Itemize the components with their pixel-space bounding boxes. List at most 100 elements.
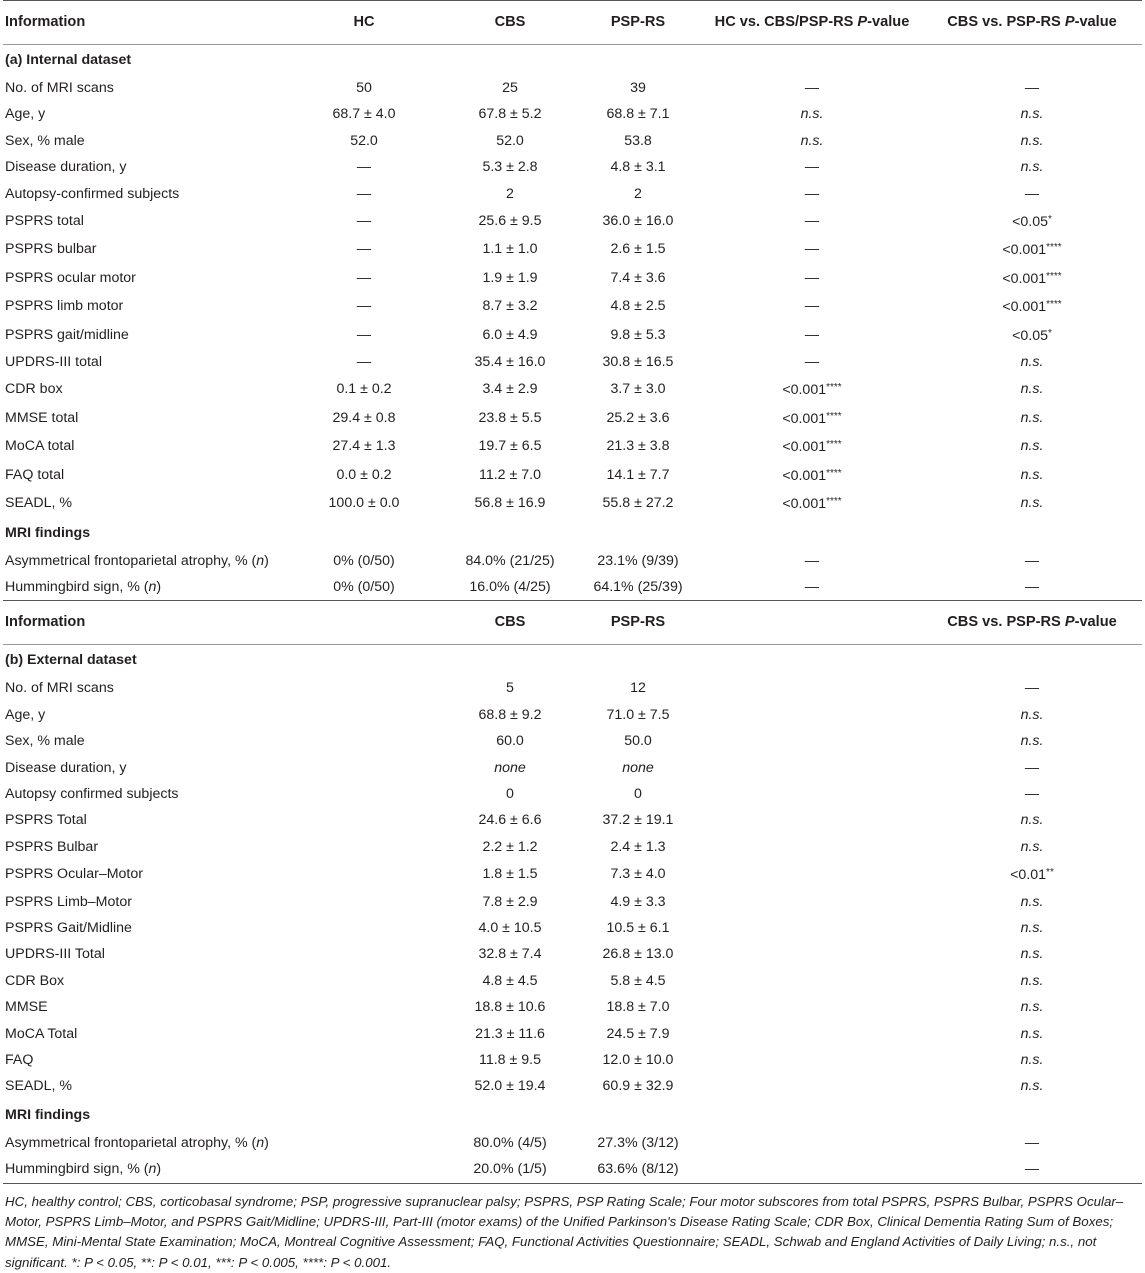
header-information: Information [3, 0, 282, 45]
row-label: Sex, % male [5, 132, 85, 149]
cell-hc: — [356, 326, 372, 343]
table-row: PSPRS ocular motor — 1.9 ± 1.9 7.4 ± 3.6 — <0… [3, 264, 1142, 292]
cell-hc: 0.0 ± 0.2 [336, 466, 392, 483]
cell-cbs: 11.2 ± 7.0 [479, 466, 541, 483]
cell-empty [702, 1130, 922, 1156]
table-row: Age, y 68.8 ± 9.2 71.0 ± 7.5 n.s. [3, 702, 1142, 728]
row-label-n: n [256, 1134, 265, 1151]
cell-empty [702, 968, 922, 994]
cell-psp: 25.2 ± 3.6 [606, 409, 670, 426]
row-label: PSPRS Bulbar [5, 838, 99, 855]
cell-psp: 2.4 ± 1.3 [610, 838, 666, 855]
external-header-body: Information CBS PSP-RS CBS vs. PSP-RS P-… [3, 600, 1142, 646]
table-row: PSPRS Limb–Motor 7.8 ± 2.9 4.9 ± 3.3 n.s. [3, 889, 1142, 915]
cell-psp: 7.4 ± 3.6 [610, 269, 666, 286]
row-label: Hummingbird sign, % (n) [3, 1156, 282, 1184]
cell-hc: — [356, 298, 372, 315]
row-label-close: ) [156, 578, 162, 595]
cell-empty [282, 755, 446, 781]
cell-psp: 0 [634, 785, 642, 802]
row-label: FAQ total [5, 466, 65, 483]
row-label: PSPRS limb motor [5, 298, 124, 315]
cell-p-hc-vs: n.s. [800, 132, 824, 149]
cell-p-hc-vs: — [804, 213, 820, 230]
cell-hc: 0% (0/50) [333, 552, 395, 569]
table-row: MMSE 18.8 ± 10.6 18.8 ± 7.0 n.s. [3, 994, 1142, 1020]
internal-dataset-body: (a) Internal dataset No. of MRI scans 50 2… [3, 45, 1142, 518]
cell-p-cbs-vs-psp: <0.001**** [1002, 242, 1062, 259]
cell-cbs: 5 [506, 680, 514, 697]
table-row: Hummingbird sign, % (n) 20.0% (1/5) 63.6% … [3, 1156, 1142, 1184]
row-label: MoCA total [5, 438, 75, 455]
cell-p-cbs-vs-psp: — [1024, 680, 1040, 697]
internal-mri-body: MRI findings Asymmetrical frontoparietal… [3, 518, 1142, 602]
cell-p-cbs-vs-psp: n.s. [1020, 1052, 1044, 1068]
cell-p-cbs-vs-psp: — [1024, 80, 1040, 96]
cell-p-cbs-vs-psp: n.s. [1020, 1025, 1044, 1042]
cell-p-hc-vs: — [804, 354, 820, 371]
table-row: Autopsy-confirmed subjects — 2 2 — — [3, 181, 1142, 207]
cell-psp: 4.8 ± 2.5 [610, 298, 666, 315]
cell-cbs: 56.8 ± 16.9 [474, 495, 546, 512]
table-row: Sex, % male 52.0 52.0 53.8 n.s. n.s. [3, 128, 1142, 154]
header-cbs: CBS [446, 0, 574, 45]
section-title-external: (b) External dataset [5, 652, 137, 669]
table-row: FAQ total 0.0 ± 0.2 11.2 ± 7.0 14.1 ± 7.7 <0… [3, 461, 1142, 489]
p-symbol: P [857, 14, 868, 30]
table-footnote: HC, healthy control; CBS, corticobasal s… [5, 1193, 1124, 1270]
table-row: PSPRS bulbar — 1.1 ± 1.0 2.6 ± 1.5 — <0.001**… [3, 235, 1142, 263]
cell-psp: 10.5 ± 6.1 [606, 919, 670, 936]
cell-p-cbs-vs-psp: n.s. [1020, 381, 1044, 398]
cell-empty [702, 755, 922, 781]
row-label: Autopsy-confirmed subjects [5, 185, 180, 202]
cell-p-cbs-vs-psp: n.s. [1020, 106, 1044, 123]
cell-hc: — [356, 159, 372, 176]
row-label: Disease duration, y [5, 759, 127, 776]
significance-marker: **** [826, 496, 842, 508]
cell-psp: 39 [630, 80, 646, 96]
cell-empty [702, 1156, 922, 1184]
cell-cbs: 2 [506, 185, 514, 202]
table-row: PSPRS limb motor — 8.7 ± 3.2 4.8 ± 2.5 — <0.0… [3, 292, 1142, 320]
cell-psp: 12 [630, 680, 646, 697]
cell-p-cbs-vs-psp: n.s. [1020, 1078, 1044, 1095]
table-row: UPDRS-III Total 32.8 ± 7.4 26.8 ± 13.0 n.s. [3, 941, 1142, 967]
cell-p-cbs-vs-psp: — [1024, 552, 1040, 569]
cell-empty [282, 675, 446, 701]
header-information-b: Information [3, 600, 282, 646]
significance-marker: **** [1046, 299, 1062, 311]
cell-p-cbs-vs-psp: <0.05* [1012, 214, 1052, 231]
cell-cbs: 1.8 ± 1.5 [482, 866, 538, 883]
cell-hc: 29.4 ± 0.8 [332, 409, 396, 426]
row-label: SEADL, % [5, 1078, 73, 1095]
header-empty-b2 [702, 600, 922, 646]
cell-p-cbs-vs-psp: n.s. [1020, 706, 1044, 723]
row-label-n: n [256, 552, 265, 569]
table-row: CDR box 0.1 ± 0.2 3.4 ± 2.9 3.7 ± 3.0 <0.001… [3, 375, 1142, 403]
cell-cbs: 60.0 [496, 733, 524, 750]
cell-hc: — [356, 241, 372, 258]
cell-p-hc-vs: — [804, 159, 820, 176]
row-label: CDR box [5, 381, 63, 398]
cell-psp: 55.8 ± 27.2 [602, 495, 674, 512]
cell-hc: — [356, 213, 372, 230]
cell-cbs: 11.8 ± 9.5 [479, 1052, 541, 1068]
cell-cbs: 20.0% (1/5) [446, 1156, 574, 1184]
cell-p-cbs-vs-psp: — [1024, 185, 1040, 202]
cell-cbs: 8.7 ± 3.2 [482, 298, 538, 315]
table-row: MoCA total 27.4 ± 1.3 19.7 ± 6.5 21.3 ± 3.8… [3, 432, 1142, 460]
cell-empty [282, 728, 446, 754]
row-label: MoCA Total [5, 1025, 78, 1042]
cell-cbs: 2.2 ± 1.2 [482, 838, 538, 855]
header-cbs-b: CBS [446, 600, 574, 646]
cell-cbs: 68.8 ± 9.2 [478, 706, 542, 723]
cell-p-hc-vs: <0.001**** [782, 382, 842, 399]
row-label: PSPRS gait/midline [5, 326, 129, 343]
row-label: UPDRS-III total [5, 354, 102, 371]
row-label: MMSE total [5, 409, 79, 426]
cell-psp: 26.8 ± 13.0 [602, 946, 674, 963]
section-title-mri-external: MRI findings [5, 1106, 91, 1123]
table-row: UPDRS-III total — 35.4 ± 16.0 30.8 ± 16.5 — n… [3, 349, 1142, 375]
cell-p-cbs-vs-psp: n.s. [1020, 919, 1044, 936]
cell-psp: 2.6 ± 1.5 [610, 241, 666, 258]
